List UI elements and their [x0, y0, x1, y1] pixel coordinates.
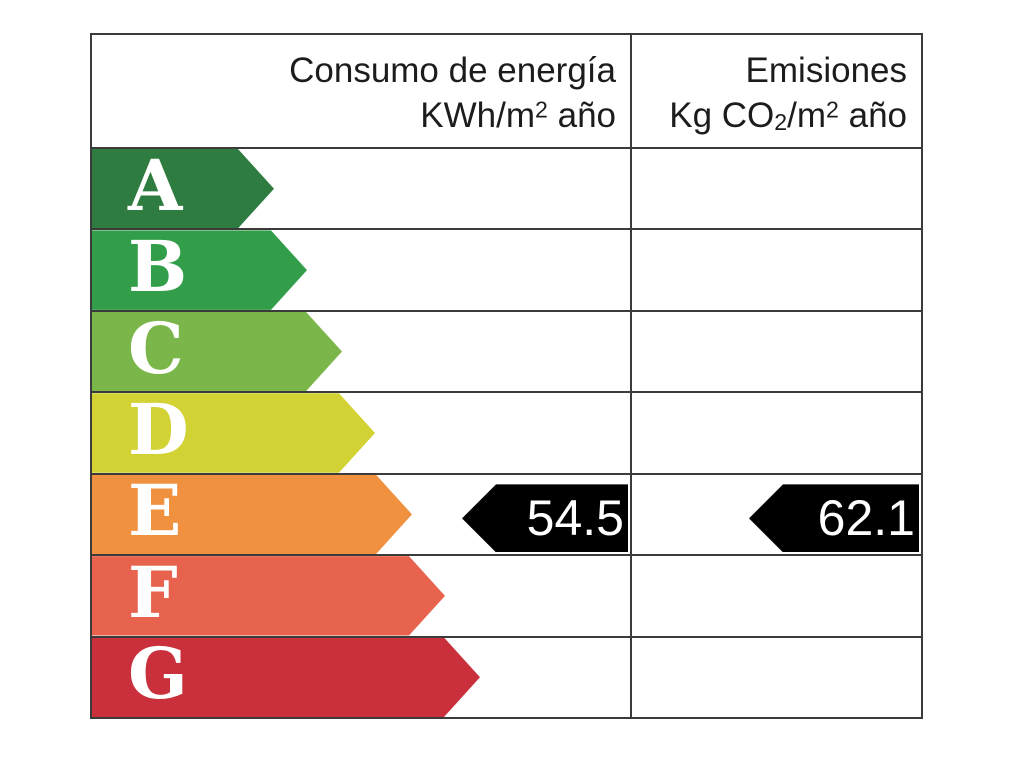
emisiones-unit-prefix: Kg CO	[669, 96, 775, 135]
consumo-header-unit: KWh/m2 año	[420, 93, 616, 138]
rating-table: Consumo de energía KWh/m2 año Emisiones …	[90, 33, 923, 719]
emisiones-header-title: Emisiones	[745, 51, 907, 90]
consumo-cell-e: E 54.5	[92, 474, 632, 555]
emisiones-unit-suffix: año	[838, 96, 907, 135]
emisiones-unit-subscript: 2	[774, 108, 788, 135]
rating-letter-f: F	[128, 550, 178, 634]
rating-row-b: B	[92, 228, 921, 310]
rating-arrow-b: B	[92, 230, 307, 309]
rating-arrow-f: F	[92, 556, 445, 635]
consumo-cell-c: C	[92, 311, 632, 392]
rating-row-d: D	[92, 391, 921, 473]
rating-letter-c: C	[128, 306, 184, 390]
consumo-cell-g: G	[92, 637, 632, 717]
rating-arrow-e: E	[92, 475, 412, 554]
consumo-cell-b: B	[92, 230, 632, 310]
rating-letter-g: G	[128, 632, 188, 716]
emisiones-value-indicator: 62.1	[749, 484, 919, 553]
emisiones-header-cell: Emisiones Kg CO2/m2 año	[632, 35, 921, 147]
emisiones-header-unit: Kg CO2/m2 año	[669, 93, 907, 138]
rating-letter-d: D	[128, 387, 189, 471]
consumo-value-indicator: 54.5	[462, 484, 628, 553]
consumo-unit-suffix: año	[547, 96, 616, 135]
consumo-cell-a: A	[92, 149, 632, 229]
emisiones-cell-b	[632, 230, 921, 309]
rating-letter-a: A	[128, 143, 183, 227]
emisiones-unit-superscript: 2	[826, 96, 839, 123]
emisiones-value: 62.1	[817, 490, 915, 547]
rating-letter-e: E	[128, 469, 182, 553]
emisiones-unit-mid: /m	[787, 96, 827, 135]
consumo-unit-prefix: KWh/m	[420, 96, 536, 135]
rating-row-c: C	[92, 309, 921, 392]
emisiones-cell-a	[632, 149, 921, 228]
rating-row-f: F	[92, 554, 921, 636]
consumo-header-cell: Consumo de energía KWh/m2 año	[92, 35, 632, 147]
emisiones-cell-e: 62.1	[632, 475, 921, 554]
consumo-header-title: Consumo de energía	[289, 51, 616, 90]
rating-row-e: E 54.5 62.1	[92, 472, 921, 555]
consumo-cell-f: F	[92, 556, 632, 636]
rating-row-a: A	[92, 147, 921, 229]
emisiones-cell-g	[632, 638, 921, 717]
emisiones-cell-f	[632, 556, 921, 635]
consumo-value: 54.5	[526, 490, 624, 547]
consumo-cell-d: D	[92, 393, 632, 473]
emisiones-cell-c	[632, 312, 921, 391]
consumo-unit-superscript: 2	[535, 96, 548, 123]
rating-rows: A B C D E 54.5 62.1 F G	[92, 147, 921, 717]
rating-letter-b: B	[128, 225, 188, 309]
rating-arrow-a: A	[92, 149, 274, 228]
emisiones-cell-d	[632, 393, 921, 472]
rating-arrow-c: C	[92, 312, 342, 391]
rating-arrow-d: D	[92, 393, 375, 472]
table-header: Consumo de energía KWh/m2 año Emisiones …	[92, 35, 921, 147]
rating-arrow-g: G	[92, 638, 480, 717]
rating-row-g: G	[92, 635, 921, 717]
